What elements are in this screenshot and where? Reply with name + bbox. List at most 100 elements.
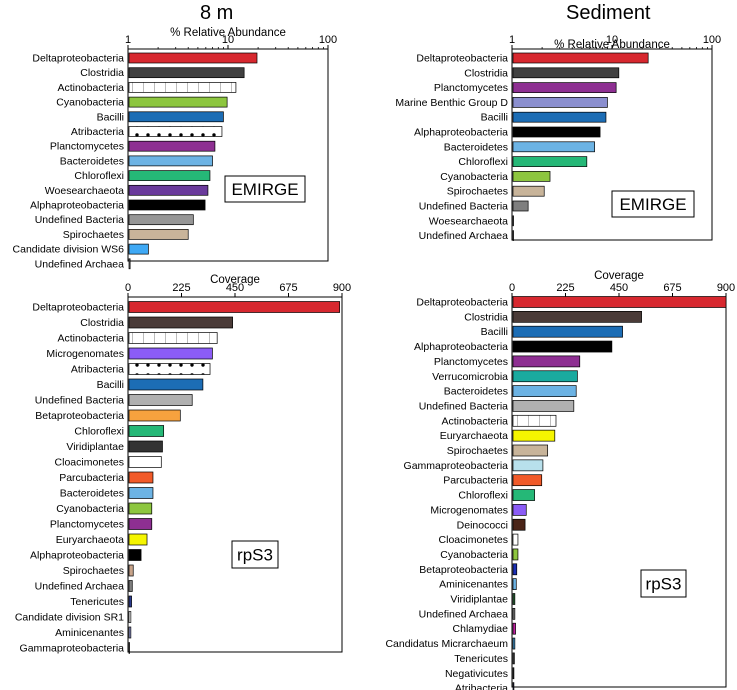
category-label: Planctomycetes (434, 82, 508, 94)
category-label: Atribacteria (71, 364, 124, 376)
category-label: Cyanobacteria (440, 549, 508, 561)
category-label: Aminicenantes (55, 627, 124, 639)
bar (128, 595, 132, 608)
category-label: Marine Benthic Group D (395, 97, 508, 109)
bar (512, 533, 519, 546)
bar (512, 230, 514, 241)
bar (128, 425, 165, 437)
bar (128, 471, 154, 484)
bar (512, 156, 588, 167)
category-label: Parcubacteria (443, 475, 508, 487)
bar (128, 642, 130, 654)
category-label: Betaproteobacteria (419, 564, 508, 576)
category-label: Euryarchaeota (56, 534, 124, 546)
category-label: Undefined Bacteria (35, 395, 124, 407)
bar (512, 429, 556, 442)
category-label: Bacteroidetes (444, 386, 508, 398)
category-label: Deltaproteobacteria (32, 302, 124, 314)
category-label: Undefined Archaea (35, 258, 124, 270)
category-label: Spirochaetes (447, 186, 508, 198)
tick-label: 0 (125, 282, 131, 294)
category-label: Cloacimonetes (55, 457, 124, 469)
bar (128, 363, 211, 375)
category-label: Clostridia (80, 317, 124, 329)
category-label: Tenericutes (454, 653, 508, 665)
tick-label: 675 (663, 282, 681, 294)
bar (512, 296, 727, 308)
category-label: Undefined Archaea (419, 608, 508, 620)
tick-label: 1 (509, 34, 515, 46)
bar (512, 637, 516, 650)
category-label: Bacilli (481, 326, 508, 338)
tick-label: 10 (606, 34, 618, 46)
category-label: Bacilli (97, 111, 124, 123)
bar (512, 563, 518, 576)
bar (512, 82, 617, 93)
category-label: Negativicutes (445, 668, 508, 680)
category-label: Betaproteobacteria (35, 410, 124, 422)
category-label: Undefined Archaea (35, 581, 124, 593)
category-label: Undefined Bacteria (35, 214, 124, 226)
method-tag: rpS3 (646, 575, 682, 594)
tick-label: 450 (226, 282, 244, 294)
bar (512, 414, 557, 427)
bar (128, 111, 224, 123)
bar (512, 171, 551, 182)
category-label: Deltaproteobacteria (32, 53, 124, 65)
bar (512, 385, 577, 397)
x-axis-label: % Relative Abundance (170, 27, 286, 39)
bar (512, 355, 581, 368)
category-label: Alphaproteobacteria (414, 341, 508, 353)
bar (512, 667, 515, 680)
category-label: Bacteroidetes (444, 141, 508, 153)
tick-label: 1 (125, 34, 131, 46)
bar (512, 141, 595, 153)
category-label: Actinobacteria (57, 333, 124, 345)
category-label: Planctomycetes (50, 519, 124, 531)
bar (512, 489, 535, 501)
category-label: Bacilli (481, 112, 508, 124)
category-label: Deltaproteobacteria (416, 297, 508, 309)
method-tag: EMIRGE (619, 195, 686, 214)
category-label: Undefined Archaea (419, 230, 508, 242)
bar (128, 487, 154, 499)
chart-rps3-8m: Coverage 0 225 450 675 900 Deltaproteobacteria… (15, 274, 351, 655)
category-label: Chloroflexi (74, 426, 124, 438)
method-tag-box (224, 175, 306, 203)
bar (512, 111, 607, 123)
chart-rps3-sediment: Coverage 0 225 450 675 900 Deltaproteobacteria… (385, 270, 735, 690)
bar (128, 214, 194, 226)
bar (128, 626, 132, 639)
category-label: Chloroflexi (458, 490, 508, 502)
category-label: Atribacteria (455, 683, 508, 690)
category-label: Viridiplantae (450, 594, 508, 606)
category-label: Cloacimonetes (439, 534, 508, 546)
category-label: Clostridia (464, 311, 508, 323)
bar (512, 504, 527, 516)
category-label: Candidatus Micrarchaeum (385, 638, 508, 650)
category-label: Deinococci (457, 519, 508, 531)
category-label: Gammaproteobacteria (404, 460, 509, 472)
bar (512, 444, 549, 457)
bar (512, 400, 575, 412)
method-tag: EMIRGE (231, 180, 298, 199)
bar (512, 52, 649, 64)
category-label: Cyanobacteria (440, 171, 508, 183)
bar (512, 474, 543, 487)
bar (128, 549, 142, 561)
method-tag-box (231, 540, 279, 569)
bar (128, 301, 340, 313)
category-label: Atribacteria (71, 126, 124, 138)
tick-label: 100 (319, 34, 337, 46)
x-axis-label: Coverage (594, 270, 644, 282)
bar (512, 548, 519, 561)
bar (128, 82, 237, 93)
bar (512, 126, 601, 138)
bar (128, 243, 149, 255)
category-label: Undefined Bacteria (419, 400, 508, 412)
x-axis-label: Coverage (210, 274, 260, 286)
category-label: Spirochaetes (447, 445, 508, 457)
bar (512, 215, 514, 227)
category-label: Candidate division WS6 (13, 244, 125, 256)
